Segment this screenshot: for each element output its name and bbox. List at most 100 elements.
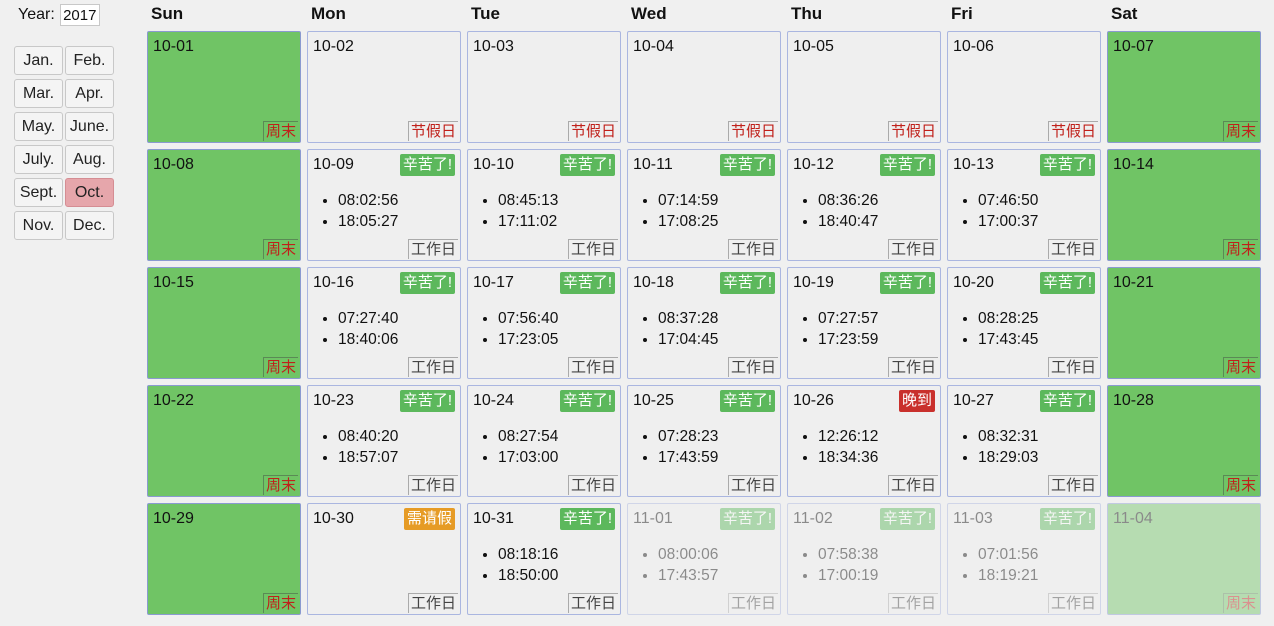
day-cell[interactable]: 10-25 辛苦了!07:28:2317:43:59 工作日 — [627, 385, 781, 497]
day-date: 10-21 — [1113, 274, 1154, 291]
day-type-tag: 工作日 — [727, 357, 778, 377]
day-cell[interactable]: 10-15 周末 — [147, 267, 301, 379]
month-button[interactable]: Aug. — [65, 145, 114, 174]
day-date: 10-11 — [633, 156, 673, 173]
punch-time: 17:23:59 — [818, 329, 878, 350]
status-badge: 辛苦了! — [879, 154, 935, 176]
month-button[interactable]: Feb. — [65, 46, 114, 75]
day-cell[interactable]: 10-13 辛苦了!07:46:5017:00:37 工作日 — [947, 149, 1101, 261]
status-badge: 辛苦了! — [879, 272, 935, 294]
punch-time: 17:00:19 — [818, 565, 878, 586]
punch-times: 07:27:5717:23:59 — [788, 308, 878, 350]
status-badge: 辛苦了! — [719, 508, 775, 530]
day-cell[interactable]: 10-19 辛苦了!07:27:5717:23:59 工作日 — [787, 267, 941, 379]
month-button[interactable]: Oct. — [65, 178, 114, 207]
day-type-tag: 工作日 — [727, 593, 778, 613]
day-cell[interactable]: 10-03 节假日 — [467, 31, 621, 143]
day-cell[interactable]: 10-10 辛苦了!08:45:1317:11:02 工作日 — [467, 149, 621, 261]
punch-times: 08:45:1317:11:02 — [468, 190, 558, 232]
day-date: 10-06 — [953, 38, 994, 55]
day-cell[interactable]: 10-08 周末 — [147, 149, 301, 261]
day-cell[interactable]: 10-17 辛苦了!07:56:4017:23:05 工作日 — [467, 267, 621, 379]
day-type-tag: 工作日 — [727, 475, 778, 495]
day-type-tag: 工作日 — [1047, 239, 1098, 259]
day-cell[interactable]: 10-23 辛苦了!08:40:2018:57:07 工作日 — [307, 385, 461, 497]
month-button[interactable]: June. — [65, 112, 114, 141]
day-cell[interactable]: 10-22 周末 — [147, 385, 301, 497]
day-cell[interactable]: 10-02 节假日 — [307, 31, 461, 143]
day-cell[interactable]: 11-01 辛苦了!08:00:0617:43:57 工作日 — [627, 503, 781, 615]
status-badge: 辛苦了! — [1039, 154, 1095, 176]
weekday-label: Sat — [1111, 4, 1138, 23]
punch-time: 17:00:37 — [978, 211, 1038, 232]
day-type-tag: 节假日 — [567, 121, 618, 141]
day-cell[interactable]: 11-04 周末 — [1107, 503, 1261, 615]
day-type-tag: 工作日 — [567, 593, 618, 613]
day-date: 10-12 — [793, 156, 834, 173]
month-button[interactable]: Sept. — [14, 178, 63, 207]
punch-time: 08:36:26 — [818, 190, 878, 211]
month-button[interactable]: Apr. — [65, 79, 114, 108]
punch-times: 08:32:3118:29:03 — [948, 426, 1038, 468]
day-cell[interactable]: 10-26 晚到 12:26:1218:34:36 工作日 — [787, 385, 941, 497]
status-badge: 辛苦了! — [719, 390, 775, 412]
punch-times: 08:00:0617:43:57 — [628, 544, 718, 586]
day-cell[interactable]: 10-01 周末 — [147, 31, 301, 143]
day-date: 10-27 — [953, 392, 994, 409]
day-type-tag: 周末 — [262, 239, 298, 259]
day-cell[interactable]: 10-20 辛苦了!08:28:2517:43:45 工作日 — [947, 267, 1101, 379]
month-button[interactable]: Nov. — [14, 211, 63, 240]
day-cell[interactable]: 10-30 需请假 工作日 — [307, 503, 461, 615]
day-cell[interactable]: 10-07 周末 — [1107, 31, 1261, 143]
day-cell[interactable]: 10-06 节假日 — [947, 31, 1101, 143]
status-badge: 辛苦了! — [1039, 508, 1095, 530]
day-cell[interactable]: 10-14 周末 — [1107, 149, 1261, 261]
punch-times: 08:27:5417:03:00 — [468, 426, 558, 468]
day-cell[interactable]: 10-29 周末 — [147, 503, 301, 615]
day-cell[interactable]: 10-27 辛苦了!08:32:3118:29:03 工作日 — [947, 385, 1101, 497]
punch-time: 08:40:20 — [338, 426, 398, 447]
punch-times: 07:58:3817:00:19 — [788, 544, 878, 586]
month-button[interactable]: July. — [14, 145, 63, 174]
month-button[interactable]: May. — [14, 112, 63, 141]
punch-time: 18:40:06 — [338, 329, 398, 350]
punch-times: 08:37:2817:04:45 — [628, 308, 718, 350]
year-input[interactable]: 2017 — [59, 4, 100, 26]
status-badge: 晚到 — [898, 390, 935, 412]
punch-time: 18:29:03 — [978, 447, 1038, 468]
day-cell[interactable]: 10-09 辛苦了!08:02:5618:05:27 工作日 — [307, 149, 461, 261]
month-button[interactable]: Dec. — [65, 211, 114, 240]
day-date: 10-13 — [953, 156, 994, 173]
day-cell[interactable]: 10-11 辛苦了!07:14:5917:08:25 工作日 — [627, 149, 781, 261]
day-date: 10-23 — [313, 392, 354, 409]
status-badge: 辛苦了! — [1039, 272, 1095, 294]
punch-time: 18:34:36 — [818, 447, 878, 468]
day-date: 10-08 — [153, 156, 194, 173]
day-date: 10-09 — [313, 156, 354, 173]
day-cell[interactable]: 11-02 辛苦了!07:58:3817:00:19 工作日 — [787, 503, 941, 615]
status-badge: 辛苦了! — [399, 154, 455, 176]
punch-time: 08:32:31 — [978, 426, 1038, 447]
punch-time: 18:57:07 — [338, 447, 398, 468]
day-cell[interactable]: 11-03 辛苦了!07:01:5618:19:21 工作日 — [947, 503, 1101, 615]
day-cell[interactable]: 10-16 辛苦了!07:27:4018:40:06 工作日 — [307, 267, 461, 379]
day-type-tag: 工作日 — [1047, 593, 1098, 613]
month-button[interactable]: Jan. — [14, 46, 63, 75]
day-cell[interactable]: 10-05 节假日 — [787, 31, 941, 143]
punch-times: 07:56:4017:23:05 — [468, 308, 558, 350]
day-date: 10-26 — [793, 392, 834, 409]
day-cell[interactable]: 10-28 周末 — [1107, 385, 1261, 497]
day-cell[interactable]: 10-12 辛苦了!08:36:2618:40:47 工作日 — [787, 149, 941, 261]
day-type-tag: 节假日 — [887, 121, 938, 141]
day-cell[interactable]: 10-04 节假日 — [627, 31, 781, 143]
month-button[interactable]: Mar. — [14, 79, 63, 108]
day-cell[interactable]: 10-21 周末 — [1107, 267, 1261, 379]
punch-time: 12:26:12 — [818, 426, 878, 447]
day-cell[interactable]: 10-18 辛苦了!08:37:2817:04:45 工作日 — [627, 267, 781, 379]
day-date: 11-01 — [633, 510, 673, 527]
punch-time: 07:56:40 — [498, 308, 558, 329]
day-date: 10-03 — [473, 38, 514, 55]
punch-times: 07:27:4018:40:06 — [308, 308, 398, 350]
day-cell[interactable]: 10-31 辛苦了!08:18:1618:50:00 工作日 — [467, 503, 621, 615]
day-cell[interactable]: 10-24 辛苦了!08:27:5417:03:00 工作日 — [467, 385, 621, 497]
